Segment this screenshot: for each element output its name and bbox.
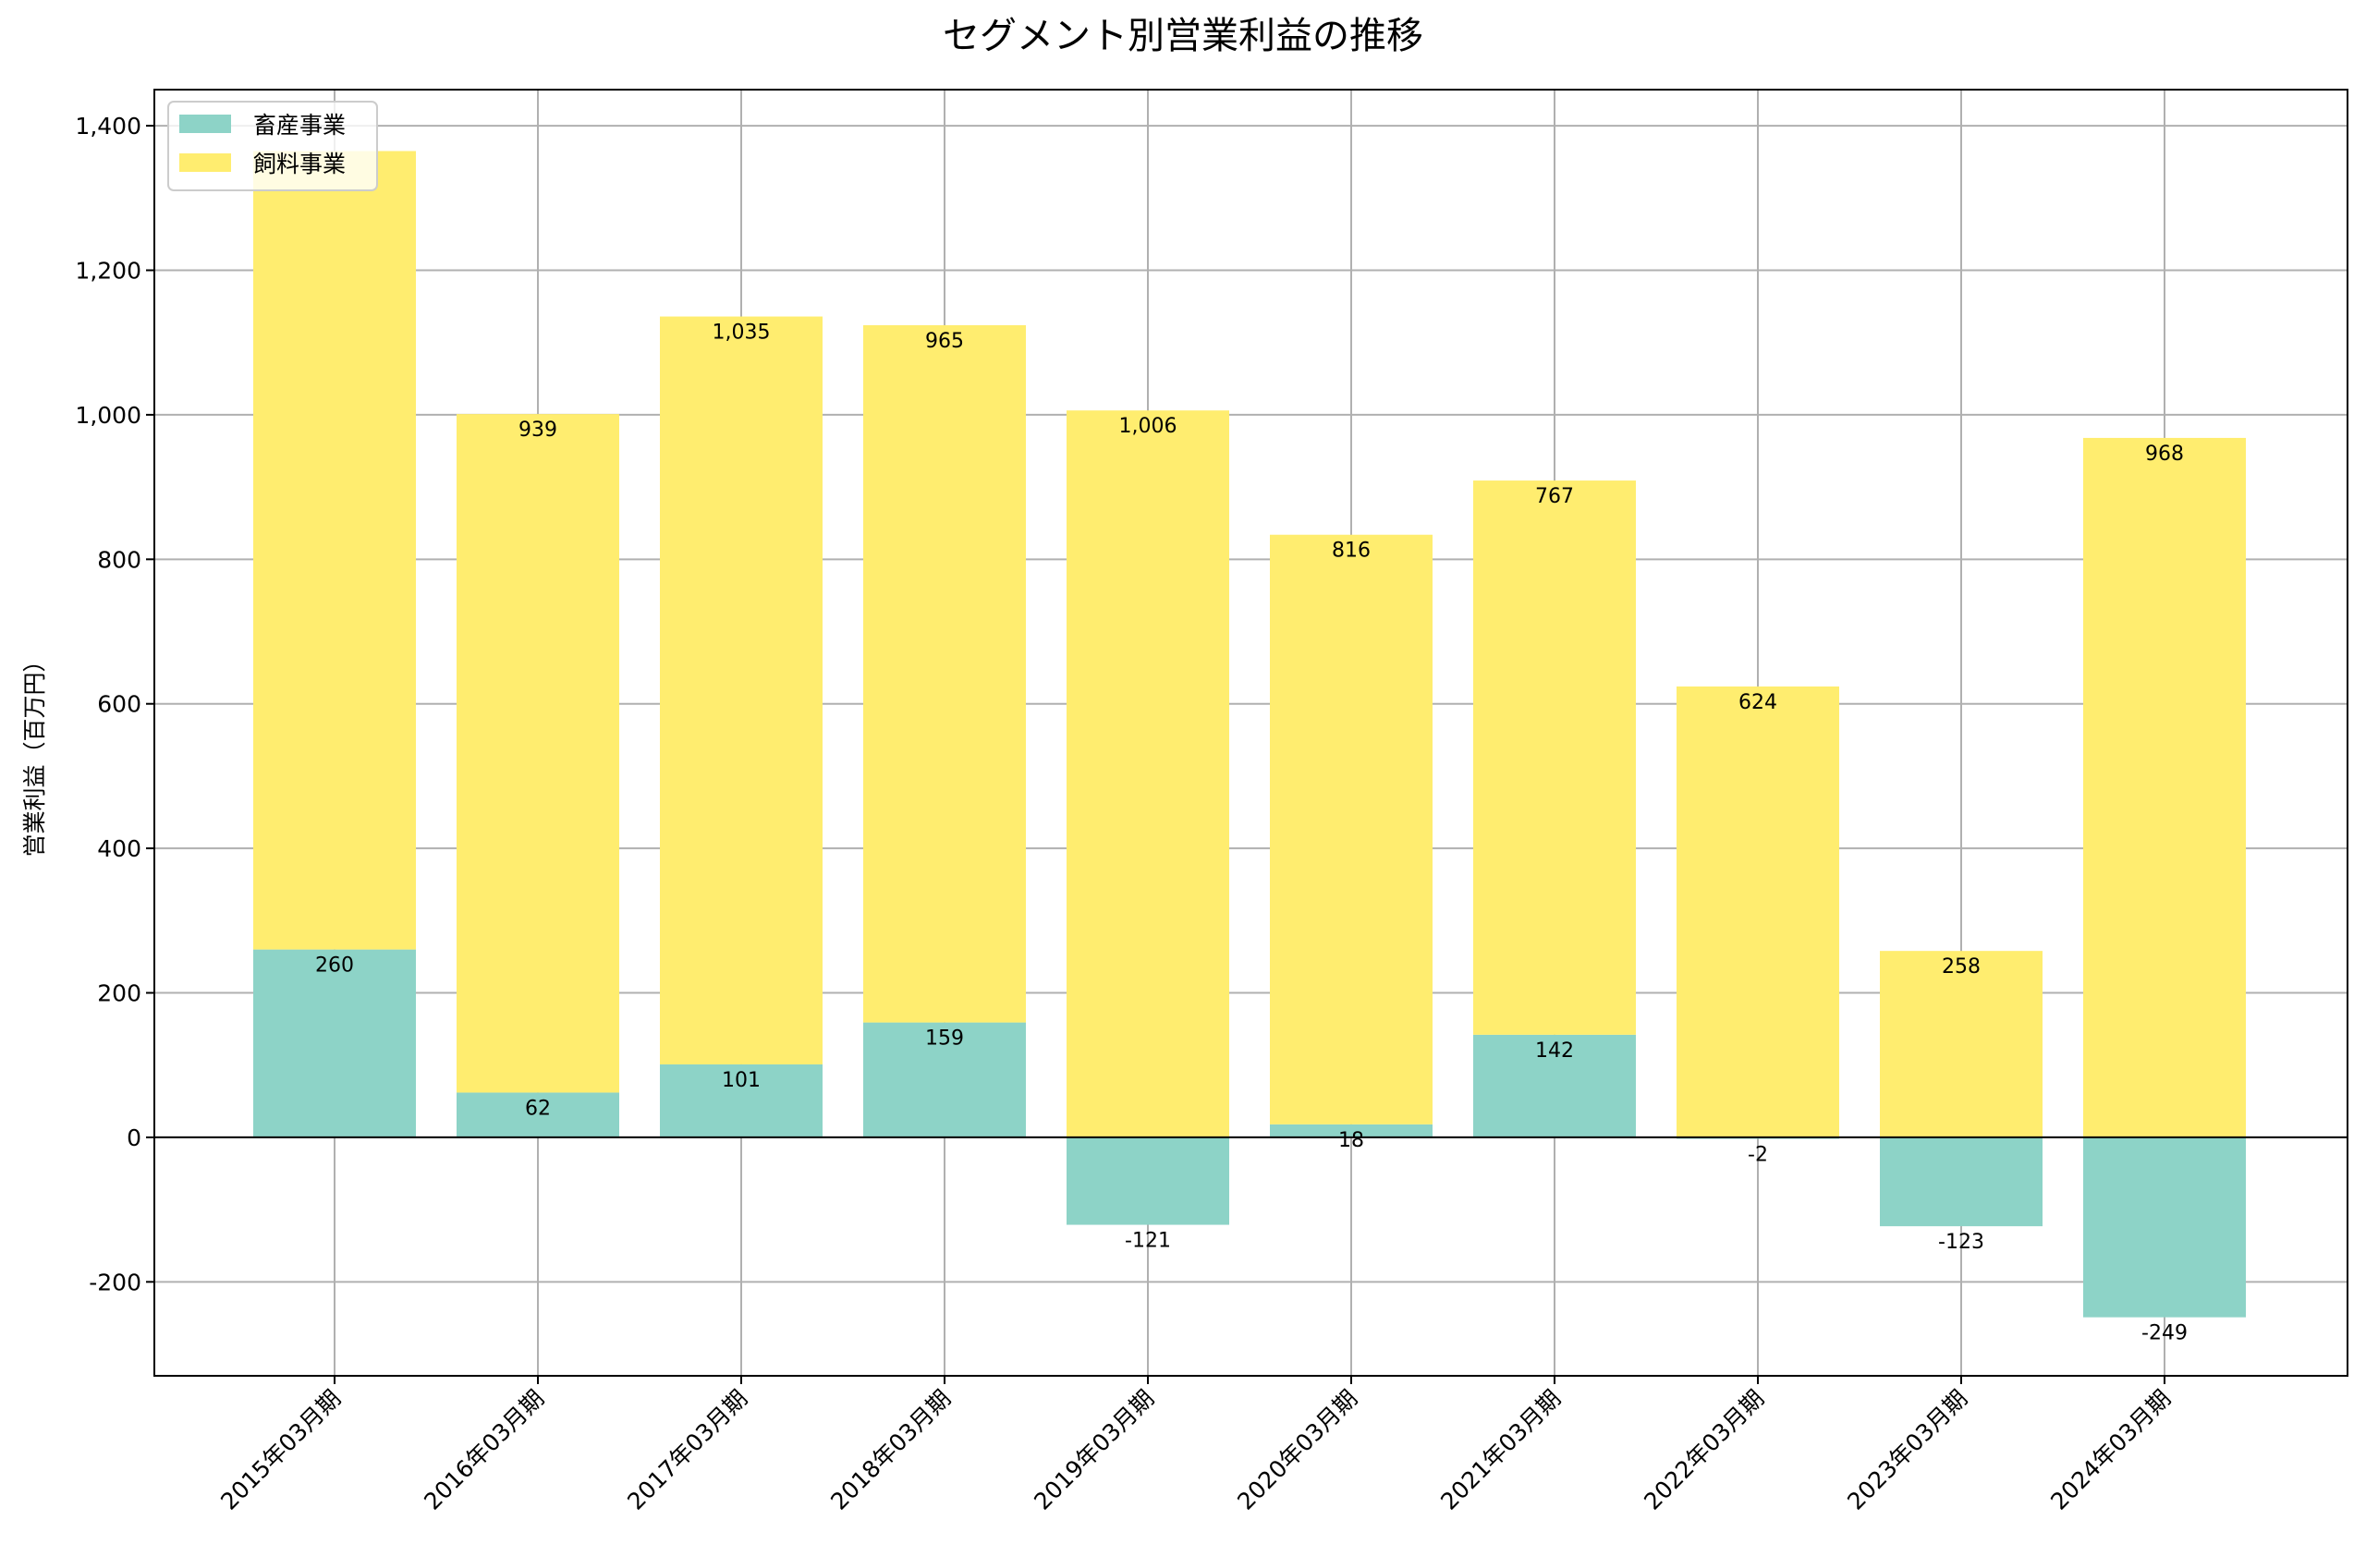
bar-feed [253, 151, 416, 950]
legend-label: 畜産事業 [253, 112, 346, 139]
data-label: 624 [1738, 691, 1777, 714]
data-label: 62 [525, 1097, 551, 1120]
legend-swatch [179, 153, 231, 172]
x-tick-label: 2019年03月期 [1029, 1385, 1159, 1515]
data-label: 101 [722, 1069, 761, 1092]
data-label: -121 [1125, 1230, 1171, 1253]
bar-feed [1880, 951, 2043, 1137]
x-tick-label: 2015年03月期 [215, 1385, 346, 1515]
data-label: 260 [315, 954, 354, 978]
data-label: 1,006 [1119, 415, 1177, 438]
plot-frame [153, 89, 2348, 1377]
data-label: 939 [518, 419, 557, 442]
data-label: 965 [925, 330, 964, 353]
bar-livestock [1880, 1136, 2043, 1227]
data-label: 18 [1338, 1129, 1364, 1152]
bar-livestock [253, 949, 416, 1137]
x-tick-label: 2024年03月期 [2045, 1385, 2176, 1515]
bar-livestock [1270, 1124, 1433, 1137]
x-tick-label: 2018年03月期 [825, 1385, 956, 1515]
bar-livestock [660, 1064, 823, 1137]
data-label: -123 [1938, 1231, 1984, 1254]
data-label: 142 [1535, 1039, 1574, 1063]
bars [253, 151, 2246, 1318]
bar-feed [457, 414, 619, 1093]
x-tick-label: 2017年03月期 [622, 1385, 752, 1515]
bar-feed [1473, 480, 1636, 1035]
data-label: 816 [1332, 540, 1371, 563]
y-tick-label: 600 [97, 691, 141, 718]
bar-livestock [863, 1022, 1026, 1137]
data-label: -249 [2141, 1322, 2188, 1345]
bar-livestock [1067, 1136, 1229, 1225]
bar-livestock [457, 1092, 619, 1137]
y-tick-label: 1,000 [75, 402, 141, 429]
bar-feed [863, 324, 1026, 1023]
x-tick-label: 2020年03月期 [1232, 1385, 1362, 1515]
bar-feed [660, 316, 823, 1064]
y-tick-label: 400 [97, 835, 141, 862]
data-label: 1,035 [713, 322, 771, 345]
bar-livestock [2083, 1136, 2246, 1318]
y-tick-label: -200 [89, 1269, 141, 1295]
y-tick-label: 200 [97, 980, 141, 1007]
data-label: -2 [1748, 1143, 1768, 1166]
x-tick-label: 2022年03月期 [1639, 1385, 1769, 1515]
y-tick-label: 0 [127, 1124, 141, 1151]
data-label: 159 [925, 1027, 964, 1051]
bar-livestock [1473, 1034, 1636, 1137]
data-label: 258 [1942, 955, 1981, 978]
y-tick-label: 800 [97, 546, 141, 573]
x-tick-label: 2016年03月期 [419, 1385, 549, 1515]
bar-feed [1067, 410, 1229, 1137]
data-label: 767 [1535, 485, 1574, 508]
data-labels: 260 62 101 159 -121 18 142 -2 -123 -249 939 1,035 96… [315, 322, 2188, 1345]
bar-feed [1677, 686, 1839, 1137]
bar-feed [2083, 437, 2246, 1137]
bar-feed [1270, 534, 1433, 1124]
y-axis-label: 営業利益（百万円） [21, 649, 48, 857]
legend-label: 飼料事業 [253, 151, 346, 177]
chart-title: セグメント別営業利益の推移 [943, 15, 1423, 57]
y-tick-label: 1,400 [75, 113, 141, 140]
x-tick-label: 2023年03月期 [1842, 1385, 1972, 1515]
x-tick-label: 2021年03月期 [1435, 1385, 1566, 1515]
data-label: 968 [2145, 443, 2184, 466]
legend-swatch [179, 115, 231, 133]
y-tick-label: 1,200 [75, 258, 141, 285]
